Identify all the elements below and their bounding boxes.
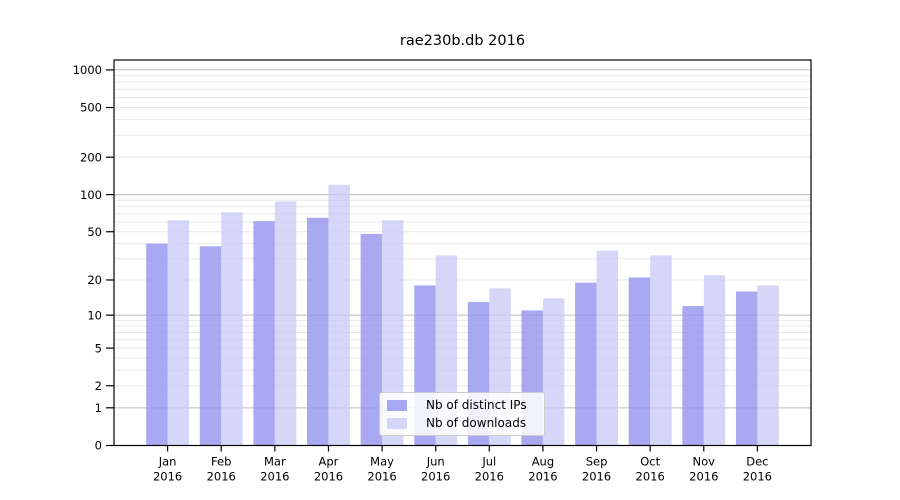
x-tick-label-month: Jan [158, 455, 177, 469]
x-tick-label-year: 2016 [743, 470, 772, 484]
x-tick-label-year: 2016 [689, 470, 718, 484]
bar-downloads-mar [274, 201, 297, 446]
legend-label-distinct-ips: Nb of distinct IPs [426, 398, 527, 412]
x-tick-label-month: Feb [211, 455, 231, 469]
legend-swatch-downloads-icon [387, 417, 407, 429]
bar-downloads-aug [542, 298, 565, 446]
bar-distinct-ips-nov [682, 306, 704, 446]
bar-downloads-oct [650, 255, 672, 446]
x-tick-label-month: Dec [746, 455, 768, 469]
y-tick-label: 100 [80, 188, 102, 202]
x-tick-label-year: 2016 [260, 470, 289, 484]
bar-distinct-ips-dec [735, 291, 758, 446]
y-tick-label: 1000 [73, 63, 102, 77]
bar-downloads-jan [167, 220, 190, 446]
y-tick-label: 10 [87, 308, 102, 322]
y-tick-label: 50 [87, 225, 102, 239]
bar-distinct-ips-apr [307, 217, 329, 446]
y-tick-label: 20 [87, 273, 102, 287]
x-tick-label-month: Apr [319, 455, 339, 469]
bar-downloads-feb [221, 212, 243, 446]
plot-frame [113, 59, 812, 447]
legend-swatch-distinct-ips-icon [387, 399, 407, 411]
bar-downloads-nov [703, 275, 726, 446]
legend-label-downloads: Nb of downloads [426, 416, 527, 430]
bar-distinct-ips-oct [628, 277, 651, 446]
x-tick-label-year: 2016 [207, 470, 236, 484]
bar-distinct-ips-may [360, 233, 383, 446]
x-tick-label-month: Jul [481, 455, 496, 469]
chart-title: rae230b.db 2016 [399, 33, 526, 49]
x-tick-label-month: Mar [264, 455, 286, 469]
y-tick-label: 5 [95, 341, 102, 355]
bar-distinct-ips-mar [253, 221, 275, 446]
x-tick-label-year: 2016 [314, 470, 343, 484]
bar-downloads-apr [328, 184, 350, 446]
x-tick-label-month: Nov [693, 455, 716, 469]
x-tick-label-year: 2016 [636, 470, 665, 484]
bar-distinct-ips-jan [146, 243, 168, 446]
bar-distinct-ips-sep [575, 282, 597, 446]
x-tick-label-month: Sep [586, 455, 608, 469]
bar-downloads-sep [596, 250, 618, 446]
x-tick-label-year: 2016 [153, 470, 182, 484]
bar-downloads-may [382, 220, 404, 446]
x-tick-label-year: 2016 [367, 470, 396, 484]
y-tick-label: 1 [95, 401, 102, 415]
x-tick-label-year: 2016 [528, 470, 557, 484]
legend-item-distinct-ips: Nb of distinct IPs [387, 396, 537, 414]
x-tick-label-month: May [370, 455, 394, 469]
y-tick-label: 2 [95, 379, 102, 393]
x-tick-label-year: 2016 [475, 470, 504, 484]
x-tick-label-month: Aug [532, 455, 554, 469]
x-tick-label-year: 2016 [582, 470, 611, 484]
legend-item-downloads: Nb of downloads [387, 414, 537, 432]
bar-distinct-ips-feb [199, 246, 222, 446]
legend: Nb of distinct IPs Nb of downloads [379, 392, 545, 436]
bar-downloads-dec [757, 285, 779, 446]
x-tick-label-year: 2016 [421, 470, 450, 484]
x-tick-label-month: Oct [640, 455, 660, 469]
x-tick-label-month: Jun [426, 455, 445, 469]
y-tick-label: 200 [80, 150, 102, 164]
y-tick-label: 0 [95, 439, 102, 453]
y-tick-label: 500 [80, 101, 102, 115]
